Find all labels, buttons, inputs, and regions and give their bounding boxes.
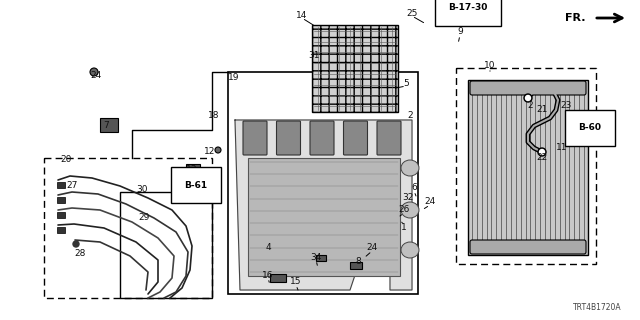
- Bar: [57, 182, 65, 188]
- Bar: [100, 118, 118, 132]
- Circle shape: [538, 148, 546, 156]
- Text: 24: 24: [90, 70, 102, 79]
- Bar: [57, 227, 65, 233]
- FancyBboxPatch shape: [344, 121, 367, 155]
- Text: 26: 26: [398, 205, 410, 214]
- FancyBboxPatch shape: [470, 240, 586, 254]
- Bar: [228, 72, 418, 294]
- Text: 34: 34: [310, 253, 322, 262]
- Text: B-61: B-61: [184, 180, 207, 189]
- Bar: [57, 212, 65, 218]
- Text: 29: 29: [138, 213, 150, 222]
- FancyBboxPatch shape: [310, 121, 334, 155]
- Bar: [228, 72, 418, 294]
- Text: 20: 20: [60, 156, 72, 164]
- Text: 24: 24: [366, 244, 378, 252]
- Circle shape: [90, 68, 98, 76]
- Bar: [57, 197, 65, 203]
- Polygon shape: [235, 120, 412, 290]
- Text: 2: 2: [407, 111, 413, 121]
- Text: 3: 3: [441, 9, 447, 18]
- Text: 1: 1: [401, 223, 407, 233]
- Text: 16: 16: [262, 271, 274, 281]
- Bar: [468, 80, 588, 255]
- Ellipse shape: [401, 202, 419, 218]
- Circle shape: [73, 241, 79, 247]
- Text: FR.: FR.: [566, 13, 586, 23]
- Text: 6: 6: [411, 183, 417, 193]
- Text: 10: 10: [484, 60, 496, 69]
- Text: 9: 9: [457, 28, 463, 36]
- Text: 11: 11: [556, 143, 568, 153]
- Ellipse shape: [401, 160, 419, 176]
- Text: 22: 22: [536, 154, 548, 163]
- Ellipse shape: [401, 242, 419, 258]
- Circle shape: [525, 95, 531, 100]
- Text: B-17-30: B-17-30: [448, 4, 488, 12]
- Text: 2: 2: [527, 100, 533, 109]
- Bar: [350, 262, 362, 269]
- Bar: [312, 25, 398, 112]
- Text: 30: 30: [136, 186, 148, 195]
- Text: 27: 27: [67, 180, 77, 189]
- Bar: [456, 68, 596, 264]
- FancyBboxPatch shape: [243, 121, 267, 155]
- Bar: [186, 164, 200, 174]
- FancyBboxPatch shape: [470, 81, 586, 95]
- Text: 18: 18: [208, 110, 220, 119]
- Text: 4: 4: [265, 244, 271, 252]
- FancyBboxPatch shape: [377, 121, 401, 155]
- Bar: [120, 192, 212, 298]
- Circle shape: [215, 147, 221, 153]
- Text: 23: 23: [560, 100, 572, 109]
- Bar: [316, 255, 326, 261]
- Text: 13: 13: [186, 165, 198, 174]
- Bar: [44, 158, 212, 298]
- Text: 28: 28: [74, 250, 86, 259]
- Text: 24: 24: [424, 197, 436, 206]
- Text: 7: 7: [103, 122, 109, 131]
- Text: B-60: B-60: [579, 124, 602, 132]
- Bar: [456, 68, 596, 264]
- Text: 25: 25: [406, 9, 418, 18]
- Text: 30: 30: [179, 194, 189, 203]
- Text: TRT4B1720A: TRT4B1720A: [573, 303, 622, 312]
- Bar: [248, 158, 400, 276]
- Bar: [270, 274, 286, 282]
- FancyBboxPatch shape: [276, 121, 301, 155]
- Text: 31: 31: [308, 51, 320, 60]
- Text: 21: 21: [536, 106, 548, 115]
- Text: 5: 5: [403, 78, 409, 87]
- Text: 19: 19: [228, 73, 240, 82]
- Text: 15: 15: [291, 277, 301, 286]
- Text: 14: 14: [296, 11, 308, 20]
- Circle shape: [540, 149, 545, 155]
- Text: 32: 32: [403, 194, 413, 203]
- Text: 8: 8: [355, 258, 361, 267]
- Text: 12: 12: [204, 148, 216, 156]
- Bar: [44, 158, 212, 298]
- Circle shape: [524, 94, 532, 102]
